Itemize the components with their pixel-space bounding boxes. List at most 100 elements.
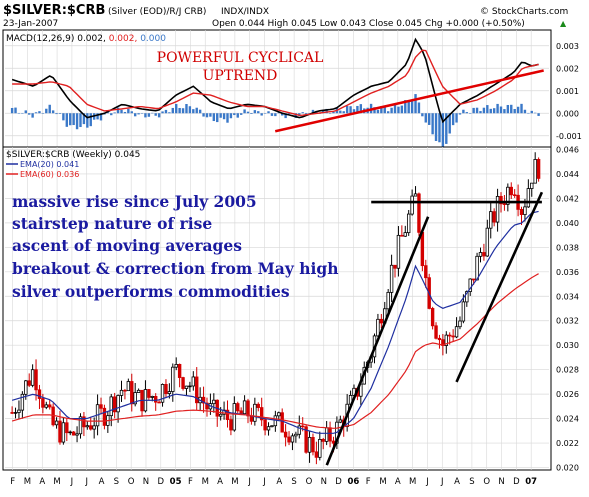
histogram-bar xyxy=(533,112,537,114)
price-candle xyxy=(41,398,45,408)
price-candle xyxy=(400,234,404,237)
price-candle xyxy=(201,396,206,404)
histogram-bar xyxy=(79,113,82,128)
histogram-bar xyxy=(332,111,335,114)
price-candle xyxy=(328,427,332,442)
price-candle xyxy=(164,384,168,394)
note-1: massive rise since July 2005 xyxy=(12,192,257,211)
histogram-bar xyxy=(236,113,239,118)
price-candle xyxy=(34,369,38,391)
x-tick-label: A xyxy=(99,477,105,487)
histogram-bar xyxy=(356,105,359,114)
price-candle xyxy=(280,412,284,433)
price-candle xyxy=(379,318,384,324)
histogram-bar xyxy=(175,103,178,114)
histogram-bar xyxy=(263,113,267,114)
price-y-tick: 0.024 xyxy=(556,415,579,424)
trend-lines xyxy=(325,191,544,466)
histogram-bar xyxy=(96,113,99,120)
price-y-tick: 0.028 xyxy=(556,366,579,375)
price-candle xyxy=(318,439,322,458)
price-candle xyxy=(536,159,541,179)
histogram-bar xyxy=(21,113,24,114)
price-y-tick: 0.044 xyxy=(556,170,579,179)
macd-y-tick: 0.001 xyxy=(556,87,579,96)
price-candle xyxy=(376,318,380,337)
x-tick-label: S xyxy=(291,477,296,487)
histogram-bar xyxy=(499,106,503,114)
x-tick-label: J xyxy=(84,477,88,487)
macd-y-tick: 0.003 xyxy=(556,42,579,51)
histogram-bar xyxy=(328,113,332,114)
histogram-bar xyxy=(294,113,298,118)
price-candle xyxy=(20,393,25,411)
x-tick-label: F xyxy=(366,477,371,487)
histogram-bar xyxy=(489,108,492,114)
price-candle xyxy=(297,425,301,435)
histogram-bar xyxy=(86,113,89,128)
histogram-bar xyxy=(45,108,48,114)
ema60-legend-label: EMA(60) 0.036 xyxy=(20,170,79,179)
histogram-bar xyxy=(82,113,86,125)
price-candle xyxy=(499,195,503,205)
price-candle xyxy=(174,363,178,368)
price-candle xyxy=(489,211,493,229)
histogram-bar xyxy=(414,94,417,114)
histogram-bar xyxy=(106,112,110,114)
price-candle xyxy=(184,385,189,389)
histogram-bar xyxy=(198,109,202,114)
price-candle xyxy=(119,389,124,396)
histogram-bar xyxy=(322,109,325,114)
price-candle xyxy=(225,409,230,421)
histogram-bar xyxy=(89,113,92,127)
x-tick-label: A xyxy=(454,477,460,487)
x-tick-label: O xyxy=(483,477,490,487)
x-tick-label: A xyxy=(395,477,401,487)
histogram-bar xyxy=(298,113,301,116)
chart-symbol: $SILVER:$CRB xyxy=(3,3,105,18)
price-candle xyxy=(30,369,35,386)
histogram-bar xyxy=(421,113,424,117)
histogram-bar xyxy=(243,109,246,114)
price-candle xyxy=(10,412,14,414)
histogram-bar xyxy=(120,109,123,114)
macd-y-tick: 0.002 xyxy=(556,64,579,73)
price-candle xyxy=(396,234,401,269)
histogram-bar xyxy=(58,113,62,114)
histogram-bar xyxy=(31,113,34,118)
histogram-bar xyxy=(239,113,243,115)
chart-description: (Silver (EOD)/R/J CRB) xyxy=(108,7,206,17)
price-candle xyxy=(403,232,407,237)
histogram-bar xyxy=(24,110,27,114)
macd-y-axis: 0.003 0.002 0.001 0.000 -0.001 xyxy=(556,42,582,141)
price-candle xyxy=(294,433,298,437)
histogram-bar xyxy=(325,108,328,114)
ohlc-readout: Open 0.044 High 0.045 Low 0.043 Close 0.… xyxy=(212,19,525,29)
price-candle xyxy=(468,278,472,292)
histogram-bar xyxy=(475,107,479,114)
price-candle xyxy=(246,400,250,417)
histogram-bar xyxy=(209,113,212,117)
price-candle xyxy=(116,395,120,413)
histogram-bar xyxy=(479,111,482,114)
price-candle xyxy=(523,206,527,215)
x-axis: F M A M J J A S O N D 05 F M A M J J A S O N D 06 F M A M J J A S O N D 07 xyxy=(10,477,537,487)
histogram-bar xyxy=(510,104,513,114)
price-candle xyxy=(188,385,192,388)
price-candle xyxy=(13,412,18,414)
histogram-bar xyxy=(161,111,164,114)
histogram-bar xyxy=(127,108,130,114)
histogram-bar xyxy=(376,109,380,114)
x-tick-label: S xyxy=(114,477,119,487)
histogram-bar xyxy=(465,112,469,114)
histogram-bar xyxy=(513,108,516,114)
histogram-bar xyxy=(69,113,72,126)
macd-legend-label: MACD(12,26,9) 0.002, xyxy=(6,34,109,44)
histogram-bar xyxy=(523,109,527,114)
x-tick-label: M xyxy=(231,477,238,487)
histogram-bar xyxy=(451,113,455,126)
price-candle xyxy=(287,436,291,443)
note-3: ascent of moving averages xyxy=(12,236,242,255)
price-candle xyxy=(160,384,165,403)
